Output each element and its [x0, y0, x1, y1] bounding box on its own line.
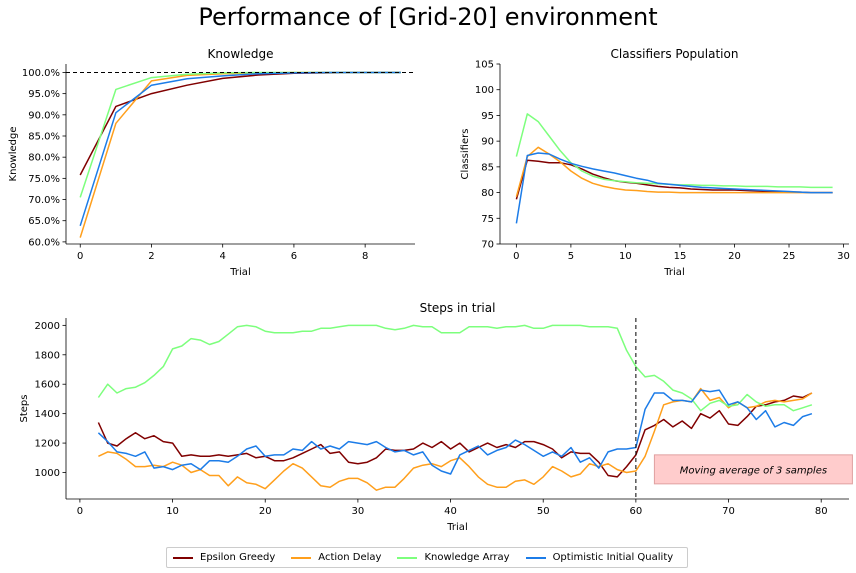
x-tick-label: 40	[444, 506, 457, 517]
x-tick-label: 60	[630, 506, 643, 517]
legend-label-action-delay: Action Delay	[318, 552, 382, 563]
series-line-epsilon-greedy	[515, 159, 833, 200]
chart-steps-in-trial: Steps in trial 0 10 20 30 40 50 60 70 80 1000 1200 1…	[19, 301, 853, 533]
x-tick-label: 25	[783, 251, 796, 262]
legend-swatch-epsilon-greedy	[173, 556, 193, 559]
x-axis-label: Trial	[663, 267, 684, 278]
series-line-optimistic-initial-quality	[97, 389, 813, 475]
series-line-optimistic-initial-quality	[515, 152, 833, 224]
chart-classifiers-population: Classifiers Population 0 5 10 15 20 25 30 70 75 80…	[460, 47, 850, 278]
x-axis-label: Trial	[446, 522, 467, 533]
x-tick-label: 30	[352, 506, 365, 517]
y-tick-label: 95	[481, 111, 494, 122]
x-tick-label: 15	[674, 251, 687, 262]
x-tick-label: 6	[291, 251, 297, 262]
y-tick-label: 80.0%	[28, 153, 60, 164]
x-tick-label: 20	[728, 251, 741, 262]
legend-label-epsilon-greedy: Epsilon Greedy	[200, 552, 276, 563]
figure-title: Performance of [Grid-20] environment	[198, 3, 658, 31]
series-line-epsilon-greedy	[97, 392, 813, 478]
annotation-box	[653, 454, 853, 485]
y-tick-label: 85.0%	[28, 132, 60, 143]
x-tick-label: 2	[148, 251, 154, 262]
x-tick-label: 5	[568, 251, 574, 262]
y-tick-label: 1600	[35, 380, 60, 391]
x-tick-label: 0	[77, 251, 83, 262]
legend-swatch-optimistic-initial-quality	[525, 556, 546, 559]
y-tick-label: 70	[481, 240, 494, 251]
series-line-knowledge-array	[79, 71, 401, 198]
x-tick-label: 4	[220, 251, 226, 262]
x-tick-label: 30	[837, 251, 850, 262]
y-tick-label: 1200	[35, 439, 60, 450]
series-line-knowledge-array	[97, 324, 813, 412]
x-tick-label: 20	[259, 506, 272, 517]
y-tick-label: 85	[481, 162, 494, 173]
x-tick-label: 10	[166, 506, 179, 517]
legend-item-epsilon-greedy: Epsilon Greedy	[173, 552, 275, 563]
legend-item-optimistic-initial-quality: Optimistic Initial Quality	[525, 552, 674, 563]
x-tick-label: 0	[77, 506, 83, 517]
legend-label-knowledge-array: Knowledge Array	[424, 552, 510, 563]
chart-title: Knowledge	[208, 47, 274, 61]
y-tick-label: 100	[475, 85, 494, 96]
y-tick-label: 1400	[35, 409, 60, 420]
series-line-action-delay	[79, 71, 401, 238]
y-tick-label: 75.0%	[28, 174, 60, 185]
chart-title: Classifiers Population	[611, 47, 739, 61]
y-tick-label: 90	[481, 137, 494, 148]
series-line-knowledge-array	[515, 113, 833, 189]
y-tick-label: 60.0%	[28, 237, 60, 248]
legend: Epsilon Greedy Action Delay Knowledge Ar…	[166, 547, 688, 568]
x-tick-label: 70	[722, 506, 735, 517]
y-tick-label: 75	[481, 214, 494, 225]
y-tick-label: 1000	[35, 468, 60, 479]
legend-label-optimistic-initial-quality: Optimistic Initial Quality	[552, 552, 674, 563]
annotation-text: Moving average of 3 samples	[680, 465, 827, 476]
x-tick-label: 8	[362, 251, 368, 262]
y-axis-label: Classifiers	[460, 129, 471, 180]
series-line-optimistic-initial-quality	[79, 71, 401, 227]
y-tick-label: 1800	[35, 350, 60, 361]
x-tick-label: 80	[815, 506, 828, 517]
x-tick-label: 0	[513, 251, 519, 262]
y-axis-label: Steps	[19, 395, 30, 423]
legend-item-knowledge-array: Knowledge Array	[397, 552, 510, 563]
y-tick-label: 100.0%	[22, 68, 60, 79]
y-tick-label: 2000	[35, 321, 60, 332]
series-line-epsilon-greedy	[79, 71, 401, 176]
series-line-action-delay	[515, 146, 833, 197]
y-tick-label: 80	[481, 188, 494, 199]
chart-title: Steps in trial	[420, 301, 496, 315]
y-tick-label: 95.0%	[28, 89, 60, 100]
legend-swatch-knowledge-array	[397, 556, 418, 559]
x-axis-label: Trial	[229, 267, 250, 278]
y-tick-label: 65.0%	[28, 216, 60, 227]
x-tick-label: 50	[537, 506, 550, 517]
y-tick-label: 105	[475, 60, 494, 71]
legend-item-action-delay: Action Delay	[291, 552, 381, 563]
x-tick-label: 10	[619, 251, 632, 262]
chart-knowledge: Knowledge 0 2 4 6 8 60.0% 65.0% 70.0% 75.0% 80.0% 8…	[8, 47, 415, 278]
y-tick-label: 90.0%	[28, 110, 60, 121]
legend-swatch-action-delay	[291, 556, 312, 559]
y-tick-label: 70.0%	[28, 195, 60, 206]
y-axis-label: Knowledge	[8, 127, 19, 182]
